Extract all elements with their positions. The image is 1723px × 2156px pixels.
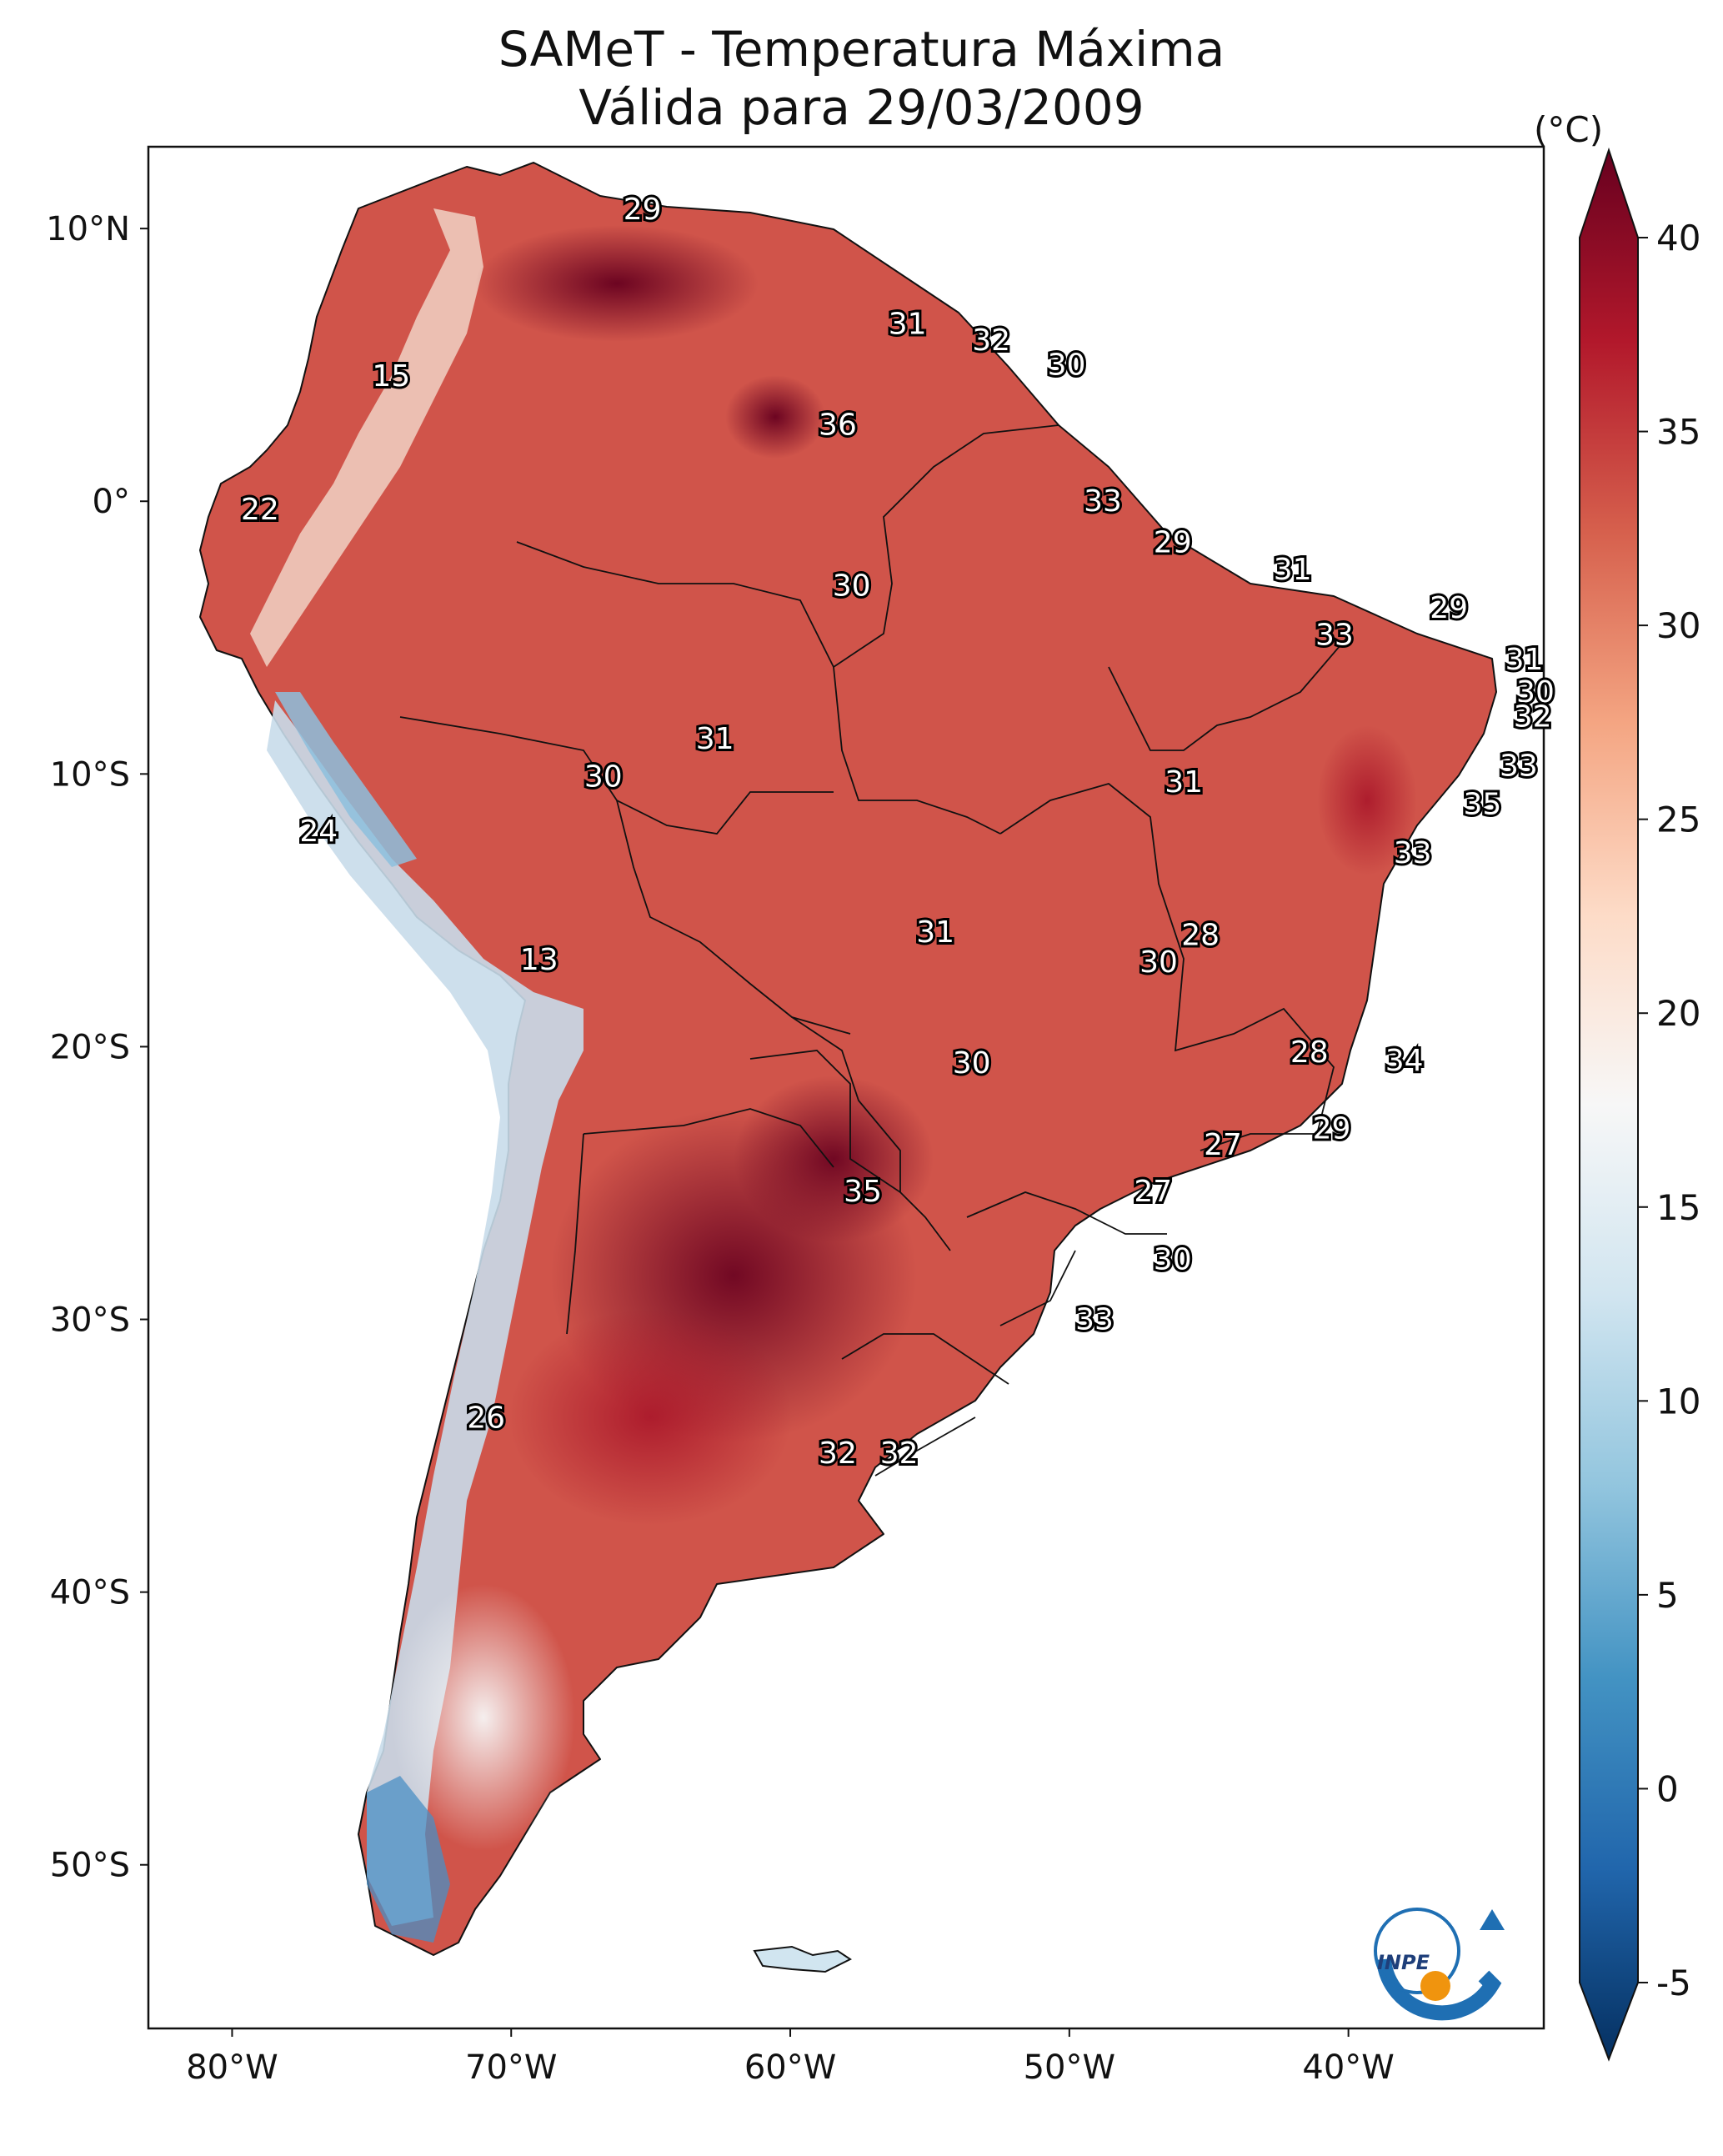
temperature-value-label: 34 xyxy=(1385,1044,1424,1078)
colorbar-tick-label: 40 xyxy=(1656,218,1700,258)
temperature-value-label: 32 xyxy=(819,1436,857,1471)
temperature-value-label: 29 xyxy=(1313,1112,1351,1146)
heat-core-venezuela xyxy=(475,225,759,342)
temperature-value-label: 36 xyxy=(819,409,857,443)
temperature-value-label: 26 xyxy=(467,1401,505,1435)
lat-tick-label: 50°S xyxy=(50,1847,130,1885)
patagonia-cold xyxy=(367,1776,450,1943)
colorbar-tick-label: 15 xyxy=(1656,1187,1700,1228)
temperature-value-label: 29 xyxy=(1154,525,1192,559)
temperature-value-label: 33 xyxy=(1075,1303,1114,1337)
temperature-value-label: 31 xyxy=(889,308,927,342)
lat-tick-label: 10°S xyxy=(50,755,130,794)
temperature-value-label: 28 xyxy=(1181,918,1220,952)
heat-core-paraguay xyxy=(734,1075,934,1242)
temperature-value-label: 24 xyxy=(299,815,338,849)
temperature-value-label: 29 xyxy=(624,193,662,227)
lat-tick-label: 0° xyxy=(93,483,130,521)
heat-core-guiana xyxy=(725,375,825,459)
temperature-value-label: 29 xyxy=(1430,591,1468,625)
title-line1: SAMeT - Temperatura Máxima xyxy=(498,21,1225,78)
inpe-logo: INPE xyxy=(1374,1908,1505,2021)
axis-ticks: 80°W 70°W 60°W 50°W 40°W 10°N 0° 10°S 20°S 30°S 40… xyxy=(46,210,1395,2087)
logo-arrow-icon xyxy=(1480,1909,1505,1930)
temperature-value-label: 33 xyxy=(1500,750,1538,784)
colorbar-tick-label: 25 xyxy=(1656,800,1700,840)
colorbar-unit: (°C) xyxy=(1534,109,1603,150)
lon-tick-label: 40°W xyxy=(1302,2048,1394,2087)
temperature-value-label: 30 xyxy=(1516,675,1555,709)
lat-tick-label: 40°S xyxy=(50,1574,130,1612)
lat-tick-label: 20°S xyxy=(50,1028,130,1066)
lat-tick-label: 10°N xyxy=(46,210,130,248)
map-frame xyxy=(147,145,1545,2030)
temperature-value-label: 13 xyxy=(520,943,558,977)
logo-text: INPE xyxy=(1377,1951,1430,1974)
lon-tick-label: 80°W xyxy=(186,2048,278,2087)
colorbar: (°C) 40 35 30 25 20 15 10 5 0 -5 xyxy=(1534,109,1700,2062)
temperature-value-label: 28 xyxy=(1290,1035,1329,1070)
temperature-value-label: 33 xyxy=(1084,484,1122,519)
temperature-value-label: 32 xyxy=(880,1436,919,1471)
temperature-value-label: 22 xyxy=(241,493,279,527)
temperature-value-label: 31 xyxy=(916,915,954,950)
temperature-value-label: 30 xyxy=(953,1046,991,1081)
lon-tick-label: 60°W xyxy=(744,2048,836,2087)
peru-cold-band xyxy=(275,692,417,867)
temperature-value-label: 32 xyxy=(1514,700,1552,735)
heat-core-bahia xyxy=(1317,725,1417,875)
map-content xyxy=(199,162,1497,1973)
country-borders xyxy=(399,424,1351,1477)
colorbar-tick-label: -5 xyxy=(1656,1963,1691,2003)
temperature-value-label: 32 xyxy=(972,323,1010,358)
lat-tick-label: 30°S xyxy=(50,1301,130,1340)
temperature-value-label: 33 xyxy=(1315,619,1354,653)
colorbar-tick-label: 30 xyxy=(1656,605,1700,646)
colorbar-ticks: 40 35 30 25 20 15 10 5 0 -5 xyxy=(1638,218,1700,2003)
temperature-value-label: 30 xyxy=(1139,945,1178,980)
logo-sun-icon xyxy=(1420,1971,1450,2001)
colorbar-tick-label: 10 xyxy=(1656,1381,1700,1421)
colorbar-tick-label: 20 xyxy=(1656,993,1700,1034)
temperature-value-label: 35 xyxy=(1463,787,1501,821)
colorbar-gradient xyxy=(1579,147,1639,2062)
temperature-value-label: 27 xyxy=(1134,1175,1172,1209)
temperature-value-label: 31 xyxy=(1274,553,1312,587)
malvinas-islands xyxy=(753,1945,852,1973)
temperature-value-label: 35 xyxy=(844,1175,882,1209)
temperature-value-label: 31 xyxy=(1505,643,1544,677)
temperature-value-label: 31 xyxy=(696,722,734,756)
lon-tick-label: 50°W xyxy=(1024,2048,1115,2087)
colorbar-tick-label: 0 xyxy=(1656,1768,1679,1809)
andes-north-cool xyxy=(250,208,483,667)
temperature-value-label: 27 xyxy=(1204,1128,1242,1162)
colorbar-tick-label: 5 xyxy=(1656,1575,1679,1616)
title-line2: Válida para 29/03/2009 xyxy=(579,79,1144,136)
andes-cold-ridge xyxy=(267,700,584,1926)
colorbar-tick-label: 35 xyxy=(1656,412,1700,453)
temperature-value-label: 30 xyxy=(833,569,871,604)
temperature-value-label: 30 xyxy=(1154,1243,1192,1277)
mild-patagonia xyxy=(392,1584,575,1851)
temperature-value-label: 33 xyxy=(1394,836,1432,870)
temperature-value-label: 31 xyxy=(1165,765,1203,800)
lon-tick-label: 70°W xyxy=(465,2048,557,2087)
temperature-value-label: 15 xyxy=(372,359,410,394)
temperature-value-label: 30 xyxy=(1048,348,1086,383)
heat-core-pampa xyxy=(508,1309,792,1526)
temperature-value-label: 30 xyxy=(584,760,623,795)
